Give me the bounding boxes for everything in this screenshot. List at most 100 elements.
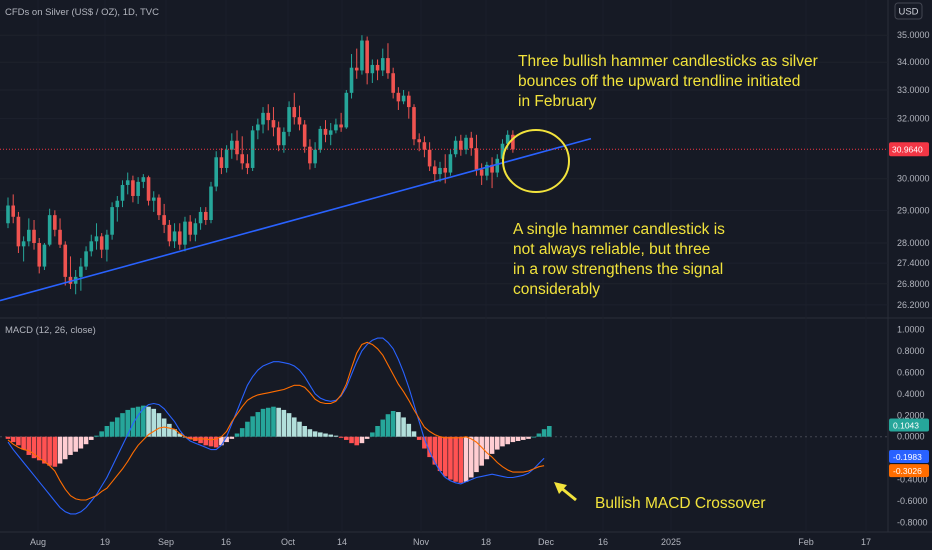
macd-histogram-bar [47,436,52,466]
macd-histogram-bar [396,412,401,437]
candle-body [401,95,406,102]
macd-histogram-bar [364,436,370,439]
candle-body [105,234,109,250]
macd-histogram-bar [432,436,438,465]
candle-body [297,117,302,125]
candle-body [505,134,510,144]
candle-body [334,124,338,131]
candle [157,194,161,220]
price-tick-label: 27.4000 [897,258,930,268]
macd-histogram-bar [224,436,229,443]
macd-tick-label: -0.8000 [897,517,928,527]
macd-histogram-bar [302,426,307,437]
macd-pane[interactable] [0,337,888,515]
macd-histogram-bar [390,410,396,437]
price-tick-label: 26.2000 [897,300,930,310]
macd-histogram-bar [208,436,214,447]
macd-histogram-bar [99,431,104,437]
candle-body [313,149,317,164]
candle-body [94,236,99,242]
macd-histogram-bar [120,413,125,437]
candle-body [339,124,343,128]
time-tick-label: Feb [798,537,814,547]
annotation-macd-crossover: Bullish MACD Crossover [595,495,766,512]
candle [365,36,369,85]
macd-histogram-bar [510,436,516,443]
candle-body [16,216,21,247]
trendline [0,137,592,302]
candle [68,256,73,290]
candle [6,197,10,229]
candle-body [6,205,10,224]
macd-histogram-bar [271,406,276,437]
candle-body [490,164,494,173]
candle-body [308,146,312,164]
candle [73,269,78,295]
macd-histogram-bar [463,436,469,482]
macd-histogram-bar [375,426,380,437]
candle [464,134,468,155]
time-tick-label: Aug [30,537,46,547]
candle [490,157,494,189]
candle-body [469,137,474,149]
price-axis[interactable]: 35.0000 34.0000 33.0000 32.0000 30.0000 29.00… [889,30,930,310]
crossover-arrow-head [554,482,567,494]
candle [136,177,140,204]
time-tick-label: Nov [413,537,430,547]
candle [339,112,343,132]
macd-value-tag-label: -0.1983 [893,452,922,462]
macd-value-tag-bg [889,418,929,432]
macd-histogram-bar [427,436,432,458]
macd-axis[interactable]: 1.0000 0.8000 0.6000 0.4000 0.2000 0.0000 -0.4… [889,325,929,528]
macd-histogram-bar [229,436,235,439]
time-tick-label: Oct [281,537,296,547]
annotation-reliability-text: not always reliable, but three [513,241,710,258]
macd-histogram-bar [468,436,474,478]
currency-button-label: USD [898,7,918,18]
annotation-hammer-text: in February [518,93,597,110]
macd-histogram-bar [62,436,68,460]
candle [485,161,489,181]
macd-histogram-bar [489,436,495,454]
candle [42,242,47,270]
candle-body [344,92,349,128]
candle-body [276,127,281,146]
price-pane[interactable] [0,35,888,302]
candle [495,154,500,178]
candle-body [370,64,375,74]
macd-histogram-bar [520,436,526,440]
candle-body [375,64,380,71]
macd-histogram-bar [104,426,110,437]
candle-body [167,224,172,242]
candle-body [11,205,16,217]
macd-histogram-bar [156,413,162,437]
macd-histogram-bar [109,421,115,437]
candle [479,163,484,185]
time-tick-label: 16 [598,537,608,547]
candle [141,174,146,189]
time-tick-label: 14 [337,537,347,547]
macd-tick-label: 0.0000 [897,432,925,442]
time-axis[interactable]: Aug 19 Sep 16 Oct 14 Nov 18 Dec 16 2025 Feb 17 [30,537,871,547]
macd-histogram-bar [344,436,349,440]
candle [214,151,218,192]
candle-body [146,177,151,201]
macd-line [7,337,545,515]
candle-body [495,158,500,173]
candle [188,215,192,242]
macd-histogram-bar [198,436,203,444]
candle [162,203,166,234]
symbol-title: CFDs on Silver (US$ / OZ), 1D, TVC [5,7,159,18]
candle [297,105,302,131]
macd-histogram-bar [458,436,464,483]
currency-button[interactable]: USD [894,2,923,20]
candle [219,148,224,175]
candle [422,136,427,158]
macd-tick-label: -0.4000 [897,475,928,485]
candle-body [422,142,427,150]
candle-body [433,166,437,175]
currency-button-frame [894,2,923,20]
candle [89,234,94,257]
macd-histogram-bar [338,436,344,438]
